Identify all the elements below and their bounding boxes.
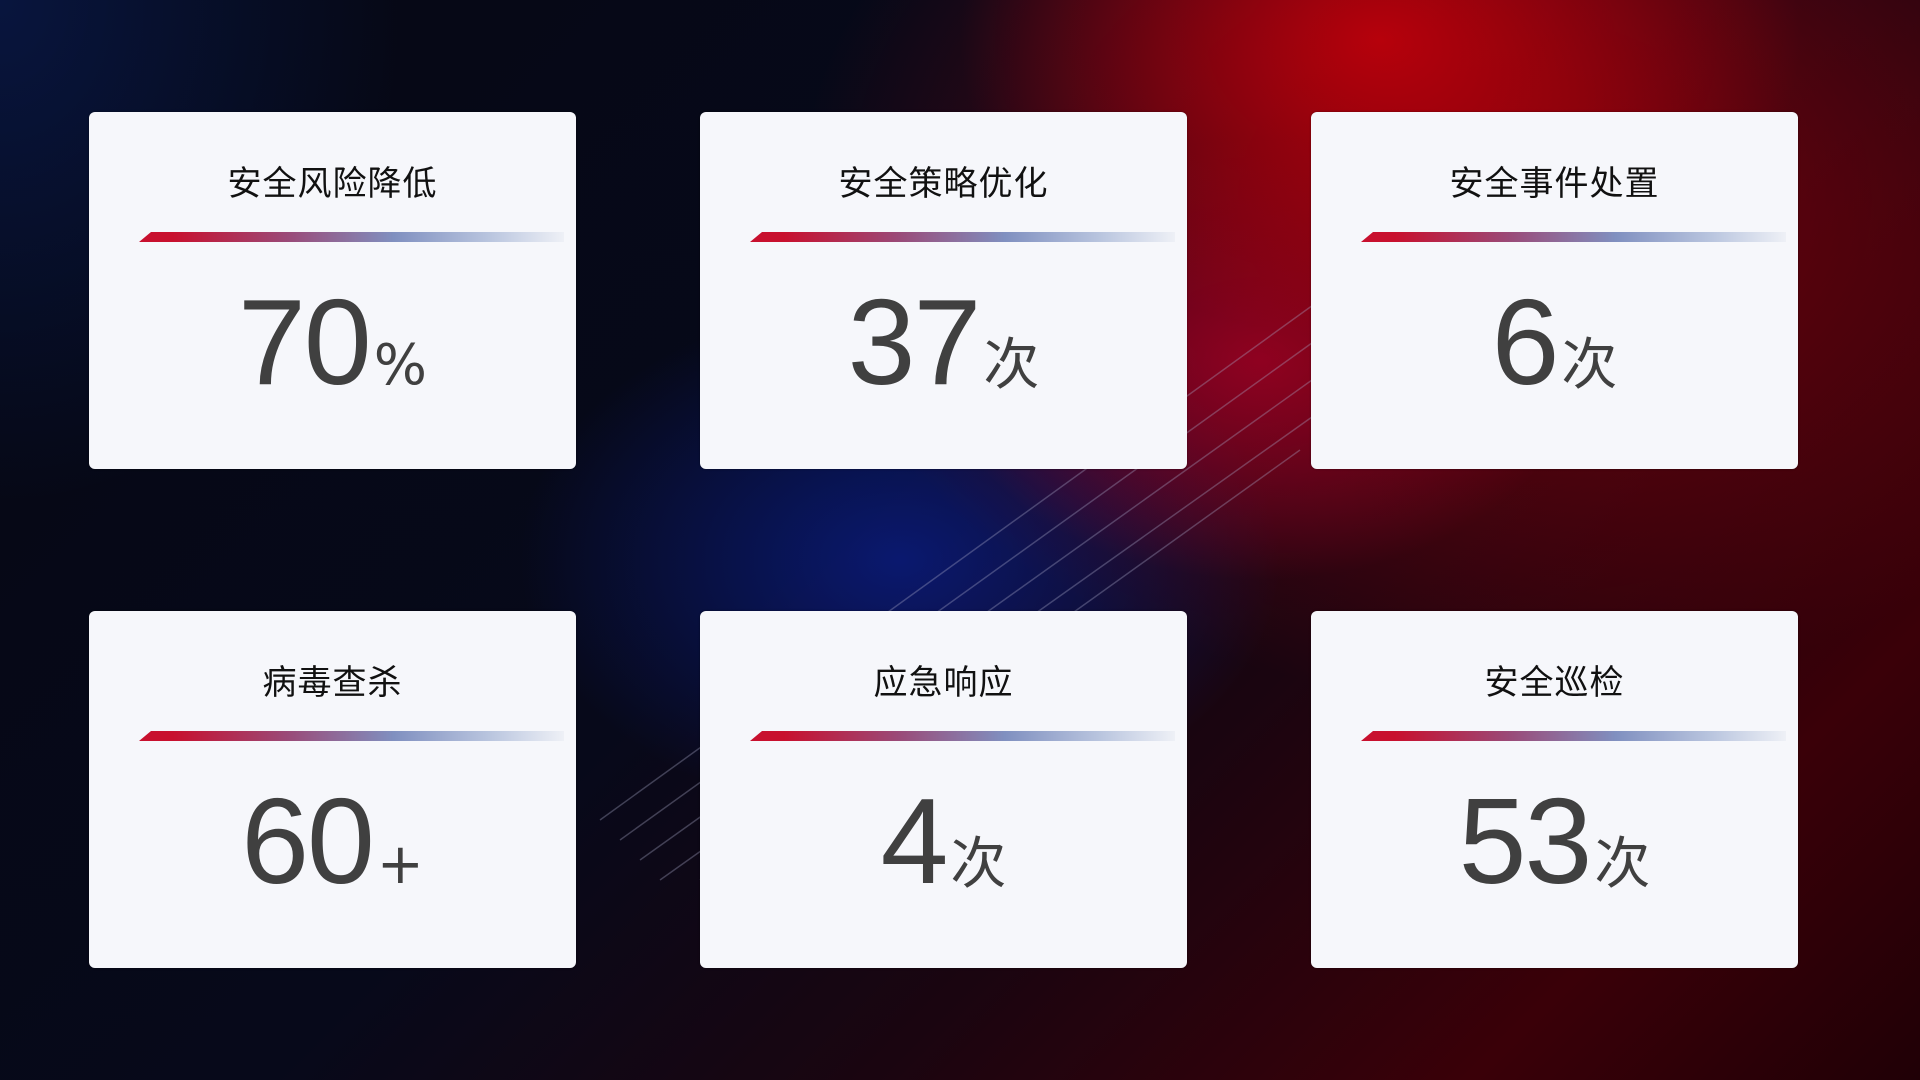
- card-title: 安全事件处置: [1449, 164, 1660, 204]
- card-title: 安全风险降低: [227, 164, 438, 204]
- card-value: 53次: [1458, 773, 1651, 909]
- card-title: 病毒查杀: [262, 663, 403, 703]
- card-divider: [139, 232, 564, 242]
- card-divider: [750, 232, 1175, 242]
- stat-card-policy-optimization: 安全策略优化 37次: [700, 112, 1187, 469]
- card-divider: [1361, 232, 1786, 242]
- card-value: 4次: [880, 773, 1007, 909]
- card-value: 60+: [241, 773, 424, 909]
- stat-card-emergency-response: 应急响应 4次: [700, 611, 1187, 968]
- card-divider: [750, 731, 1175, 741]
- card-divider: [1361, 731, 1786, 741]
- card-title: 安全巡检: [1484, 663, 1625, 703]
- stat-card-risk-reduction: 安全风险降低 70%: [89, 112, 576, 469]
- stat-card-incident-handling: 安全事件处置 6次: [1311, 112, 1798, 469]
- card-title: 安全策略优化: [838, 164, 1049, 204]
- card-value: 70%: [238, 274, 427, 410]
- card-value: 6次: [1491, 274, 1618, 410]
- stat-card-security-inspection: 安全巡检 53次: [1311, 611, 1798, 968]
- card-divider: [139, 731, 564, 741]
- card-value: 37次: [847, 274, 1040, 410]
- stat-card-virus-removal: 病毒查杀 60+: [89, 611, 576, 968]
- card-title: 应急响应: [873, 663, 1014, 703]
